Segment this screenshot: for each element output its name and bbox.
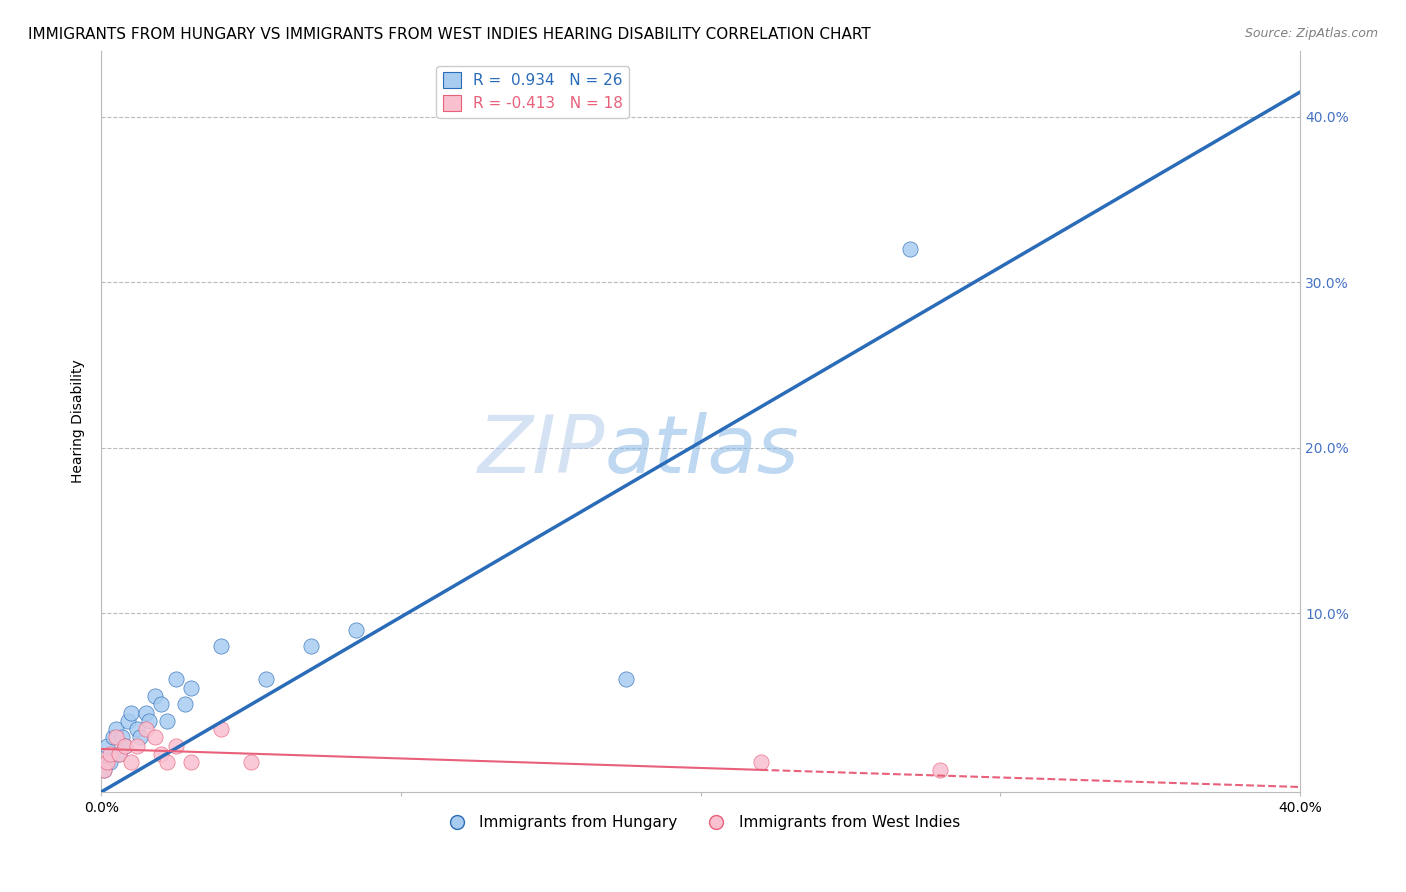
Point	[135, 722, 157, 736]
Point	[114, 739, 136, 753]
Point	[150, 747, 173, 761]
Point	[156, 714, 179, 728]
Point	[299, 640, 322, 654]
Point	[105, 722, 128, 736]
Point	[96, 739, 118, 753]
Point	[98, 747, 121, 761]
Point	[174, 698, 197, 712]
Point	[156, 755, 179, 769]
Point	[114, 739, 136, 753]
Point	[117, 714, 139, 728]
Point	[165, 739, 187, 753]
Point	[135, 706, 157, 720]
Point	[150, 698, 173, 712]
Point	[120, 706, 142, 720]
Point	[129, 731, 152, 745]
Text: ZIP: ZIP	[478, 412, 605, 490]
Point	[344, 623, 367, 637]
Point	[93, 764, 115, 778]
Point	[143, 689, 166, 703]
Text: atlas: atlas	[605, 412, 800, 490]
Point	[98, 755, 121, 769]
Point	[111, 731, 134, 745]
Point	[105, 731, 128, 745]
Point	[165, 673, 187, 687]
Point	[127, 739, 149, 753]
Y-axis label: Hearing Disability: Hearing Disability	[72, 359, 86, 483]
Point	[120, 755, 142, 769]
Point	[93, 764, 115, 778]
Point	[900, 242, 922, 256]
Point	[143, 731, 166, 745]
Point	[103, 731, 125, 745]
Point	[240, 755, 263, 769]
Point	[180, 681, 202, 695]
Point	[209, 722, 232, 736]
Point	[108, 747, 131, 761]
Text: Source: ZipAtlas.com: Source: ZipAtlas.com	[1244, 27, 1378, 40]
Point	[209, 640, 232, 654]
Point	[614, 673, 637, 687]
Point	[180, 755, 202, 769]
Point	[127, 722, 149, 736]
Point	[749, 755, 772, 769]
Point	[108, 747, 131, 761]
Point	[138, 714, 160, 728]
Legend: Immigrants from Hungary, Immigrants from West Indies: Immigrants from Hungary, Immigrants from…	[434, 809, 966, 836]
Text: IMMIGRANTS FROM HUNGARY VS IMMIGRANTS FROM WEST INDIES HEARING DISABILITY CORREL: IMMIGRANTS FROM HUNGARY VS IMMIGRANTS FR…	[28, 27, 870, 42]
Point	[929, 764, 952, 778]
Point	[96, 755, 118, 769]
Point	[254, 673, 277, 687]
